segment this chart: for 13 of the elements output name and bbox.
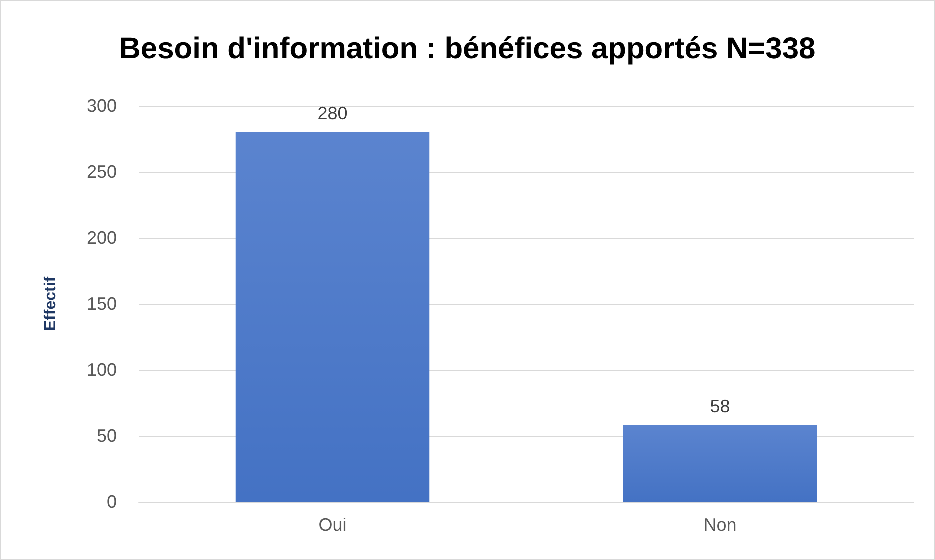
y-tick-label: 300 [86, 96, 117, 116]
y-tick-label: 200 [86, 228, 117, 248]
chart-title: Besoin d'information : bénéfices apportés N=338 [119, 32, 816, 66]
data-label: 58 [710, 396, 730, 416]
y-tick-label: 150 [86, 294, 117, 314]
x-tick-label: Non [704, 515, 737, 535]
x-tick-label: Oui [318, 515, 347, 535]
y-tick-label: 250 [86, 162, 117, 182]
y-axis-title: Effectif [42, 276, 60, 332]
y-tick-label: 0 [106, 492, 117, 512]
y-tick-label: 100 [86, 360, 117, 380]
y-tick-label: 50 [96, 426, 117, 446]
data-label: 280 [318, 103, 348, 124]
